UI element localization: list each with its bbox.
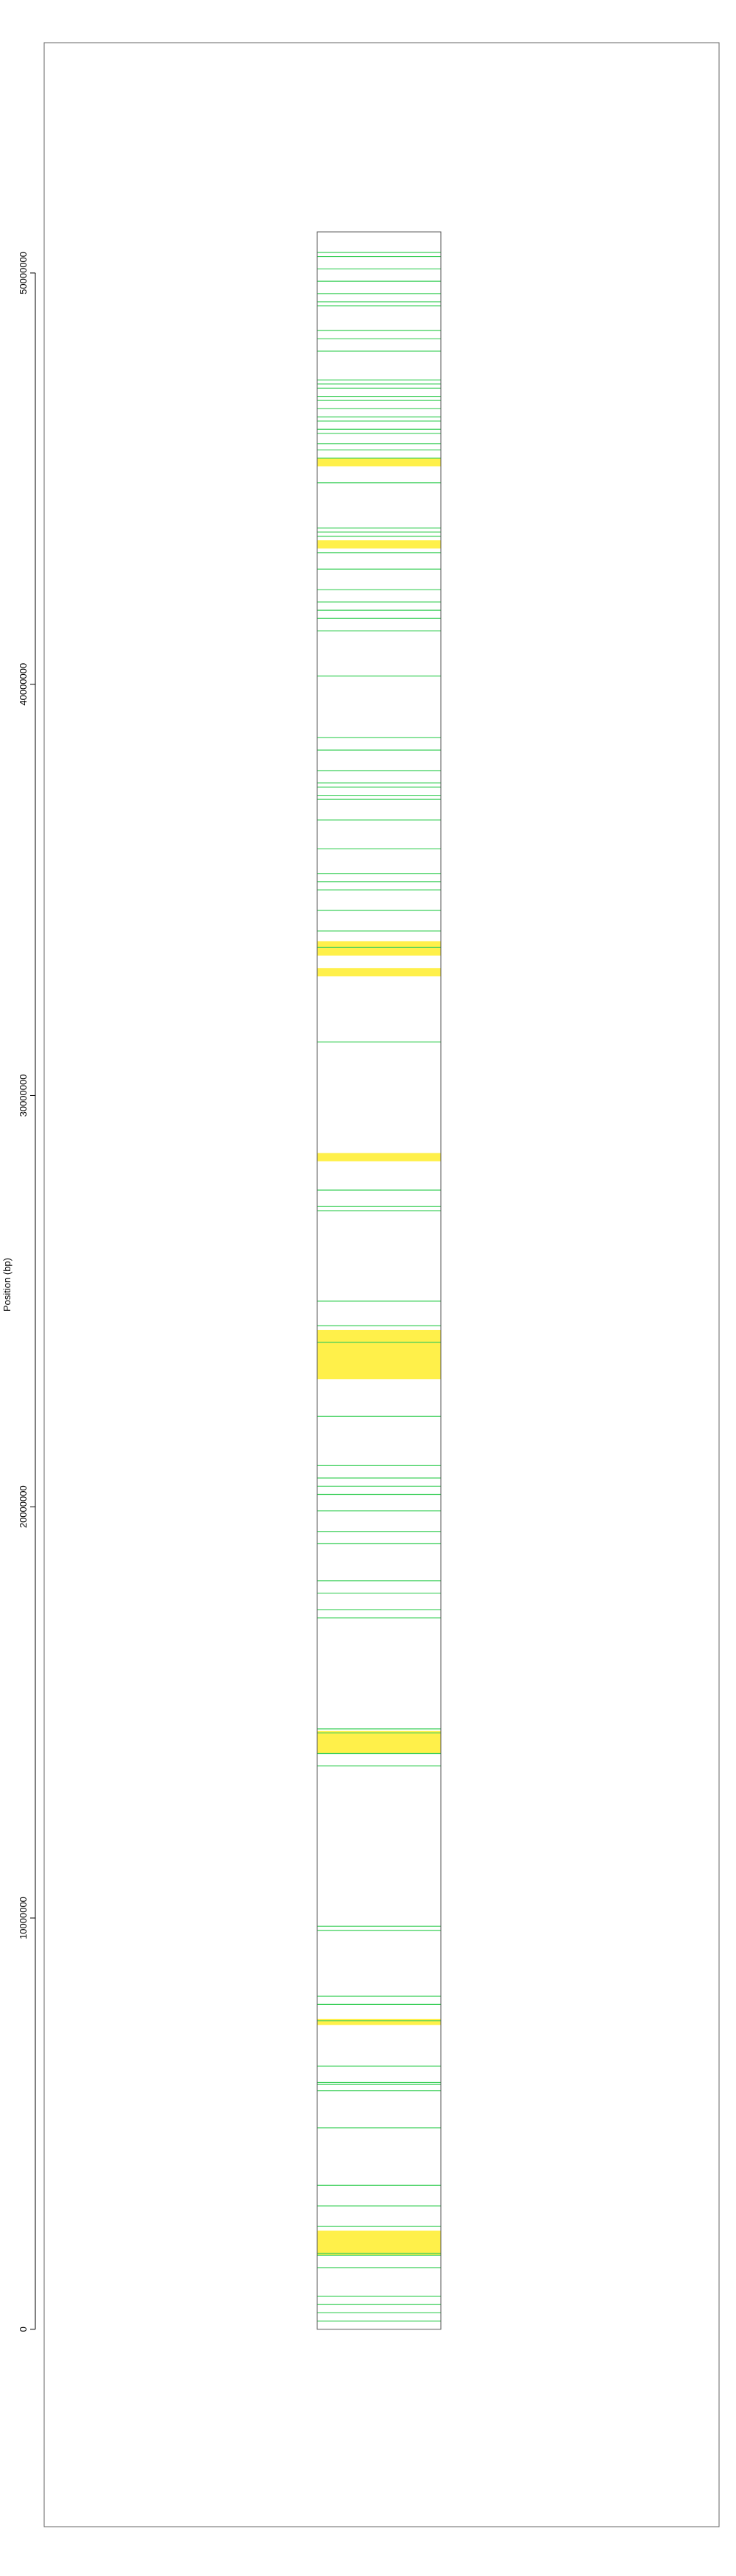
y-tick-label: 40000000: [18, 663, 29, 706]
y-tick-label: 30000000: [18, 1075, 29, 1117]
feature-lines: [317, 252, 441, 2322]
highlight-region: [317, 1730, 441, 1754]
highlight-regions: [317, 458, 441, 2256]
highlight-region: [317, 968, 441, 977]
highlight-region: [317, 458, 441, 467]
y-axis-label: Position (bp): [1, 1258, 13, 1312]
highlight-region: [317, 1153, 441, 1161]
highlight-region: [317, 1329, 441, 1380]
plot-frame: [43, 42, 720, 2527]
y-axis: 0 10000000 20000000 30000000 40000000 5000000…: [18, 252, 36, 2332]
highlight-region: [317, 941, 441, 956]
highlight-region: [317, 2018, 441, 2025]
highlight-region: [317, 540, 441, 549]
y-tick-label: 10000000: [18, 1897, 29, 1939]
y-tick-label: 0: [18, 2326, 29, 2332]
y-tick-label: 50000000: [18, 252, 29, 294]
chromosome-outline: [316, 231, 442, 2330]
highlight-region: [317, 2230, 441, 2256]
y-tick-label: 20000000: [18, 1485, 29, 1528]
